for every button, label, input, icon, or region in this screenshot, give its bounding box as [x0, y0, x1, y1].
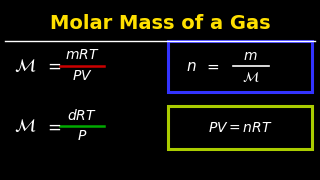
FancyBboxPatch shape	[168, 41, 312, 92]
Text: $=$: $=$	[44, 57, 61, 75]
FancyBboxPatch shape	[168, 106, 312, 149]
Text: $\mathcal{M}$: $\mathcal{M}$	[242, 70, 259, 84]
Text: $PV = nRT$: $PV = nRT$	[208, 121, 272, 135]
Text: $mRT$: $mRT$	[65, 48, 100, 62]
Text: Molar Mass of a Gas: Molar Mass of a Gas	[50, 14, 270, 33]
Text: $=$: $=$	[204, 59, 220, 74]
Text: $dRT$: $dRT$	[68, 108, 97, 123]
Text: $PV$: $PV$	[72, 69, 92, 83]
Text: $m$: $m$	[243, 49, 258, 63]
Text: $P$: $P$	[77, 129, 87, 143]
Text: $n$: $n$	[187, 59, 197, 74]
Text: $\mathcal{M}$: $\mathcal{M}$	[14, 117, 36, 135]
Text: $\mathcal{M}$: $\mathcal{M}$	[14, 57, 36, 75]
Text: $=$: $=$	[44, 117, 61, 135]
